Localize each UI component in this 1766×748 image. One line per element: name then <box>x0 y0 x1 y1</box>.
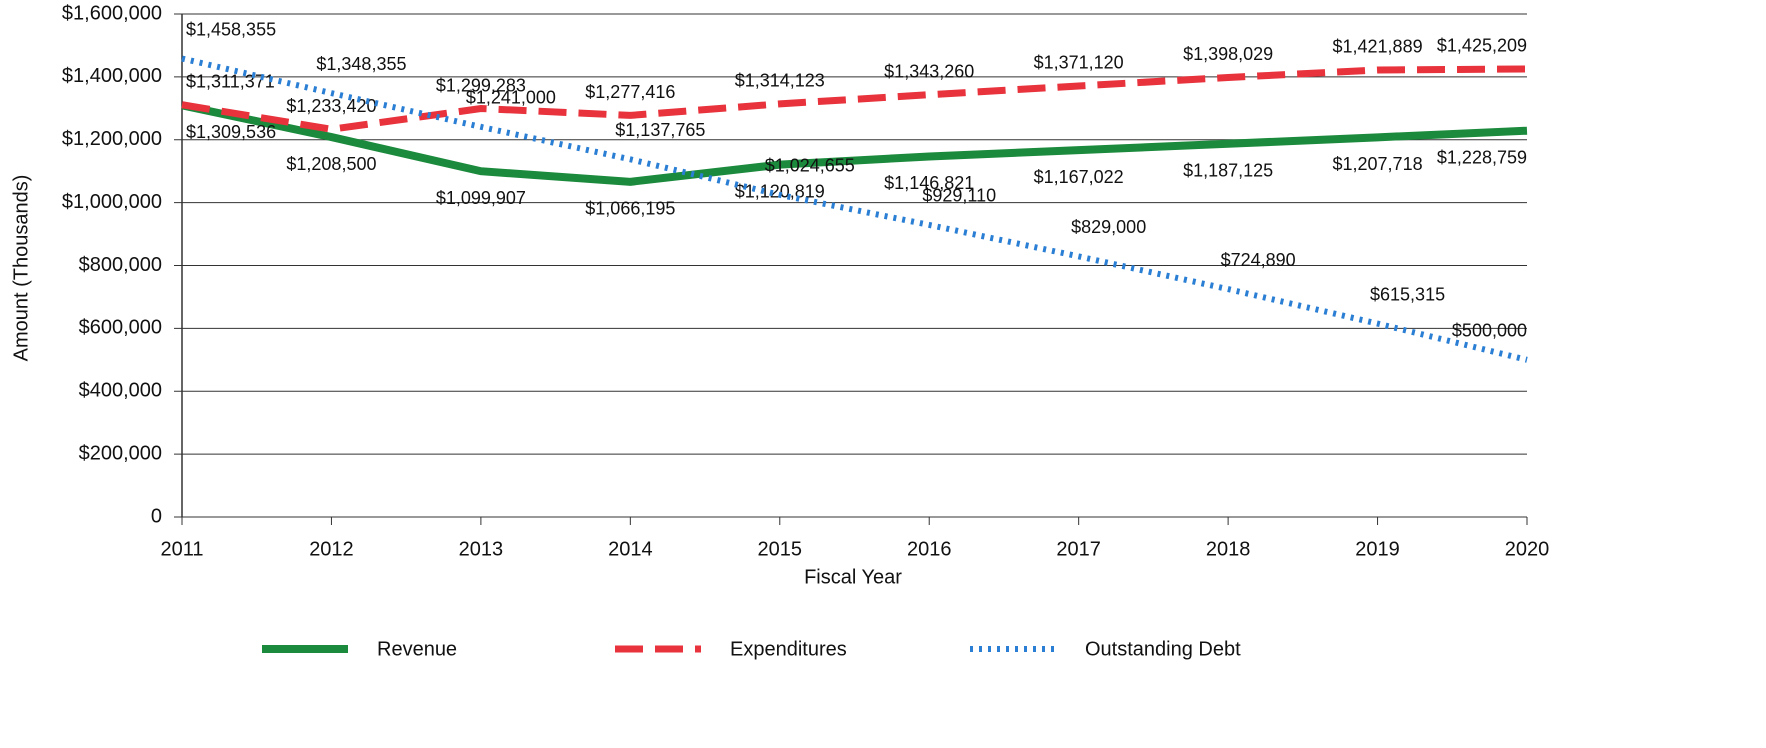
value-label: $1,241,000 <box>466 88 556 108</box>
y-tick-label: $200,000 <box>79 442 162 464</box>
y-tick-label: $1,200,000 <box>62 128 162 150</box>
value-label: $829,000 <box>1071 217 1146 237</box>
y-tick-label: $1,000,000 <box>62 191 162 213</box>
value-label: $1,421,889 <box>1333 37 1423 57</box>
series-line <box>181 55 1528 363</box>
value-label: $500,000 <box>1452 321 1527 341</box>
value-label: $1,458,355 <box>186 19 276 39</box>
legend-label: Revenue <box>377 638 457 660</box>
value-label: $1,309,536 <box>186 122 276 142</box>
value-label: $1,208,500 <box>286 154 376 174</box>
y-tick-label: $800,000 <box>79 254 162 276</box>
legend-label: Expenditures <box>730 638 847 660</box>
value-label: $1,024,655 <box>765 156 855 176</box>
x-tick-label: 2013 <box>459 538 504 560</box>
value-label: $1,146,821 <box>884 173 974 193</box>
value-label: $929,110 <box>922 186 996 206</box>
value-label: $1,277,416 <box>585 82 675 102</box>
value-label: $1,348,355 <box>316 54 406 74</box>
legend-label: Outstanding Debt <box>1085 638 1241 660</box>
value-label: $1,233,420 <box>286 96 376 116</box>
value-label: $724,890 <box>1221 250 1296 270</box>
value-label: $1,137,765 <box>615 120 705 140</box>
x-tick-label: 2016 <box>907 538 952 560</box>
y-axis-label: Amount (Thousands) <box>10 175 32 362</box>
value-label: $1,314,123 <box>735 71 825 91</box>
y-tick-label: 0 <box>151 505 162 527</box>
x-tick-label: 2011 <box>160 538 203 560</box>
value-label: $1,187,125 <box>1183 161 1273 181</box>
x-tick-label: 2014 <box>608 538 653 560</box>
x-tick-label: 2020 <box>1505 538 1550 560</box>
y-tick-label: $400,000 <box>79 380 162 402</box>
value-label: $1,425,209 <box>1437 36 1527 56</box>
x-tick-label: 2018 <box>1206 538 1251 560</box>
value-label: $1,371,120 <box>1034 53 1124 73</box>
value-label: $1,066,195 <box>585 199 675 219</box>
value-label: $1,167,022 <box>1034 167 1124 187</box>
series-line <box>181 65 1528 133</box>
value-label: $1,228,759 <box>1437 147 1527 167</box>
x-tick-label: 2019 <box>1355 538 1400 560</box>
value-label: $1,207,718 <box>1333 154 1423 174</box>
x-axis-label: Fiscal Year <box>804 566 902 588</box>
series-line <box>181 101 1528 186</box>
value-label: $1,120,819 <box>735 181 825 201</box>
y-tick-label: $1,400,000 <box>62 65 162 87</box>
value-label: $1,299,283 <box>436 75 526 95</box>
y-tick-label: $600,000 <box>79 317 162 339</box>
x-tick-label: 2017 <box>1056 538 1101 560</box>
y-tick-label: $1,600,000 <box>62 2 162 24</box>
x-tick-label: 2015 <box>758 538 803 560</box>
value-label: $615,315 <box>1370 284 1445 304</box>
value-label: $1,343,260 <box>884 61 974 81</box>
value-label: $1,398,029 <box>1183 44 1273 64</box>
x-tick-label: 2012 <box>309 538 354 560</box>
value-label: $1,099,907 <box>436 188 526 208</box>
